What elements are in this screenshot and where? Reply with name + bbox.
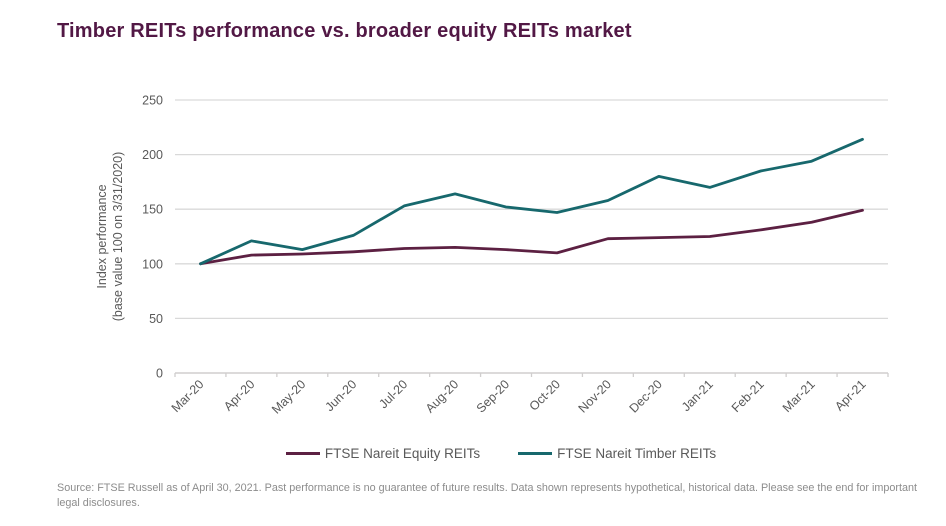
timber-reits-line <box>199 137 864 266</box>
source-disclaimer: Source: FTSE Russell as of April 30, 202… <box>57 482 918 509</box>
equity-line-swatch <box>285 452 320 455</box>
legend-label-equity: FTSE Nareit Equity REITs <box>324 446 481 461</box>
x-tick-label: Nov-20 <box>576 377 614 415</box>
x-tick-label: Jan-21 <box>679 377 716 414</box>
y-tick-label: 100 <box>142 257 163 271</box>
chart-legend: FTSE Nareit Equity REITs FTSE Nareit Tim… <box>56 446 946 461</box>
legend-label-timber: FTSE Nareit Timber REITs <box>557 446 717 461</box>
y-tick-label: 50 <box>149 312 163 326</box>
timber-line-swatch <box>518 452 553 455</box>
x-tick-label: May-20 <box>269 377 308 416</box>
x-tick-label: Jul-20 <box>376 377 410 411</box>
equity-reits-line <box>199 208 864 266</box>
y-tick-label: 0 <box>156 367 163 381</box>
x-tick-label: Feb-21 <box>729 377 767 415</box>
legend-item-equity-reits: FTSE Nareit Equity REITs <box>285 446 481 461</box>
x-tick-label: Aug-20 <box>423 377 461 415</box>
x-tick-label: Dec-20 <box>627 377 665 415</box>
legend-item-timber-reits: FTSE Nareit Timber REITs <box>518 446 716 461</box>
y-tick-label: 200 <box>142 148 163 162</box>
y-tick-label: 250 <box>142 94 163 108</box>
chart-title: Timber REITs performance vs. broader equ… <box>57 20 632 42</box>
y-tick-label: 150 <box>142 203 163 217</box>
y-axis-title-line1: Index performance <box>95 184 109 288</box>
x-tick-label: Apr-21 <box>832 377 868 413</box>
x-tick-label: Mar-21 <box>780 377 818 415</box>
x-tick-label: Jun-20 <box>322 377 359 414</box>
x-tick-label: Oct-20 <box>527 377 563 413</box>
x-tick-label: Mar-20 <box>169 377 207 415</box>
x-tick-label: Apr-20 <box>221 377 257 413</box>
line-chart: 0 50 100 150 200 250 Mar-20 Apr-20 May-20 Jun-20 J… <box>95 94 889 417</box>
x-tick-label: Sep-20 <box>474 377 512 415</box>
y-axis-title-line2: (base value 100 on 3/31/2020) <box>111 152 125 322</box>
